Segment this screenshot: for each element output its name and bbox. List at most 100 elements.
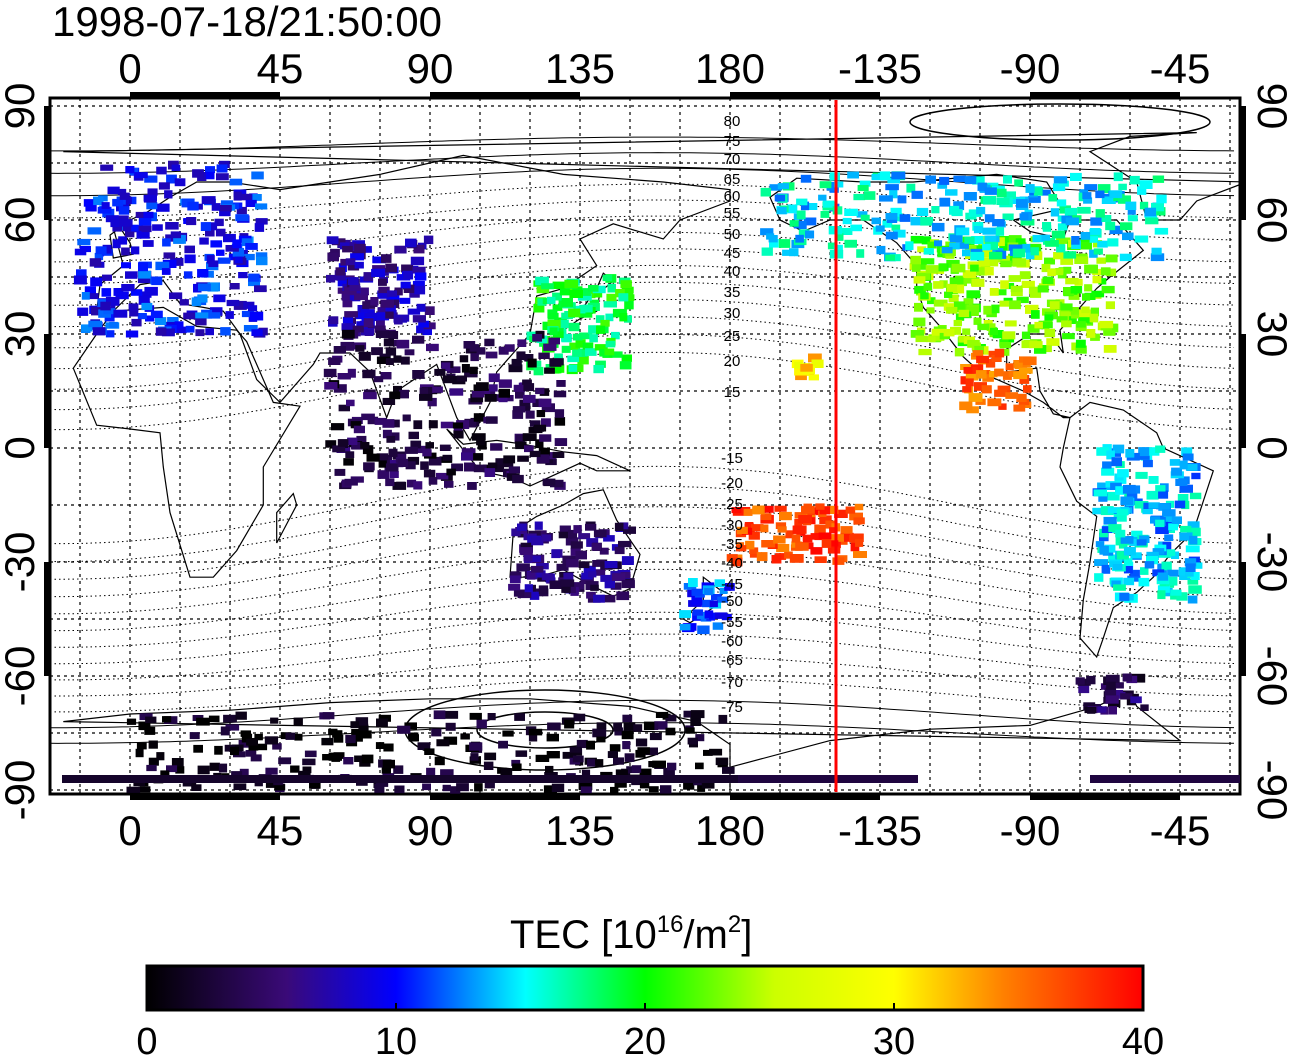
tec-pixel <box>554 409 565 418</box>
tec-pixel <box>341 329 355 339</box>
tec-pixel <box>1179 460 1188 470</box>
tec-pixel <box>528 734 538 742</box>
tec-pixel <box>403 284 415 293</box>
tec-pixel <box>982 243 991 251</box>
tec-pixel <box>251 171 264 180</box>
tec-pixel <box>1116 509 1129 516</box>
tec-pixel <box>176 326 187 334</box>
tec-pixel <box>771 555 782 564</box>
tec-pixel <box>77 238 91 246</box>
colorbar-ticks: 0 10 20 30 40 <box>136 1003 1164 1057</box>
tec-pixel <box>1089 228 1101 235</box>
tec-pixel <box>897 195 907 204</box>
tec-pixel <box>235 711 247 720</box>
tec-pixel <box>914 302 923 312</box>
tec-pixel <box>1181 500 1190 510</box>
tec-pixel <box>842 217 852 225</box>
tec-pixel <box>1185 463 1198 471</box>
tec-pixel <box>113 288 124 296</box>
magnetic-latitude-line <box>50 465 1235 545</box>
tec-pixel <box>386 435 396 443</box>
tec-pixel <box>228 253 239 261</box>
lat-tick-right: 60 <box>1249 197 1292 244</box>
tec-pixel <box>586 538 599 547</box>
tec-pixel <box>545 765 554 773</box>
tec-pixel <box>857 185 869 192</box>
tec-pixel <box>923 282 933 291</box>
tec-pixel <box>1062 333 1075 340</box>
tec-pixel <box>1107 507 1122 514</box>
tec-pixel <box>1115 529 1126 538</box>
tec-pixel <box>473 413 485 422</box>
tec-pixel <box>199 237 209 245</box>
tec-pixel <box>501 395 514 402</box>
tec-pixel <box>697 784 706 792</box>
lon-tick-bottom: 135 <box>545 807 615 854</box>
tec-pixel <box>1063 251 1077 259</box>
tec-pixel <box>616 591 630 601</box>
tec-pixel <box>561 312 573 320</box>
tec-pixel <box>918 262 927 270</box>
tec-pixel <box>146 202 158 210</box>
tec-pixel <box>515 390 525 399</box>
tec-pixel <box>125 228 135 238</box>
tec-pixel <box>1167 569 1179 577</box>
tec-pixel <box>184 254 196 264</box>
tec-pixel <box>1155 526 1169 534</box>
tec-pixel <box>179 299 189 306</box>
tec-pixel <box>121 262 131 269</box>
tec-pixel <box>171 164 181 171</box>
tec-pixel <box>121 247 130 256</box>
tec-pixel <box>224 744 235 752</box>
tec-pixel <box>850 533 864 542</box>
tec-pixel <box>229 178 243 186</box>
tec-pixel <box>1053 176 1068 184</box>
tec-pixel <box>508 364 523 373</box>
tec-pixel <box>138 262 148 272</box>
magnetic-latitude-line <box>50 281 1235 349</box>
tec-pixel <box>1140 567 1149 575</box>
tec-pixel <box>328 357 341 365</box>
tec-pixel <box>351 442 363 450</box>
magnetic-latitude-line <box>50 590 1235 648</box>
tec-pixel <box>1075 677 1085 685</box>
tec-pixel <box>526 331 537 341</box>
tec-pixel <box>134 172 148 179</box>
tec-pixel <box>552 281 565 289</box>
tec-pixel <box>600 319 610 327</box>
tec-pixel <box>971 236 984 245</box>
tec-pixel <box>538 447 550 456</box>
tec-pixel <box>535 754 550 762</box>
tec-pixel <box>569 746 582 753</box>
tec-pixel <box>1099 545 1109 555</box>
tec-pixel <box>778 239 791 248</box>
tec-pixel <box>397 458 409 467</box>
tec-pixel <box>393 385 402 392</box>
tec-pixel <box>241 310 254 318</box>
tec-pixel <box>761 247 773 256</box>
tec-pixel <box>112 198 124 207</box>
tec-pixel <box>220 205 232 212</box>
tec-pixel <box>473 453 484 461</box>
tec-pixel <box>373 376 384 383</box>
tec-pixel <box>376 356 391 364</box>
tec-pixel <box>1119 592 1130 601</box>
tec-pixel <box>1019 375 1030 384</box>
tec-pixel <box>254 285 267 293</box>
tec-pixel <box>1076 321 1086 328</box>
tec-pixel <box>240 730 251 737</box>
tec-pixel <box>547 722 561 731</box>
tec-pixel <box>184 245 195 254</box>
tec-pixel <box>701 780 715 789</box>
tec-pixel <box>1092 507 1103 515</box>
tec-pixel <box>889 189 898 199</box>
tec-pixel <box>1019 271 1031 280</box>
tec-pixel <box>393 355 402 363</box>
tec-pixel <box>413 420 423 430</box>
tec-pixel <box>439 444 451 451</box>
tec-pixel <box>717 596 728 603</box>
tec-pixel <box>561 584 571 593</box>
tec-pixel <box>428 477 438 485</box>
tec-pixel <box>551 365 562 374</box>
tec-pixel <box>309 780 321 789</box>
